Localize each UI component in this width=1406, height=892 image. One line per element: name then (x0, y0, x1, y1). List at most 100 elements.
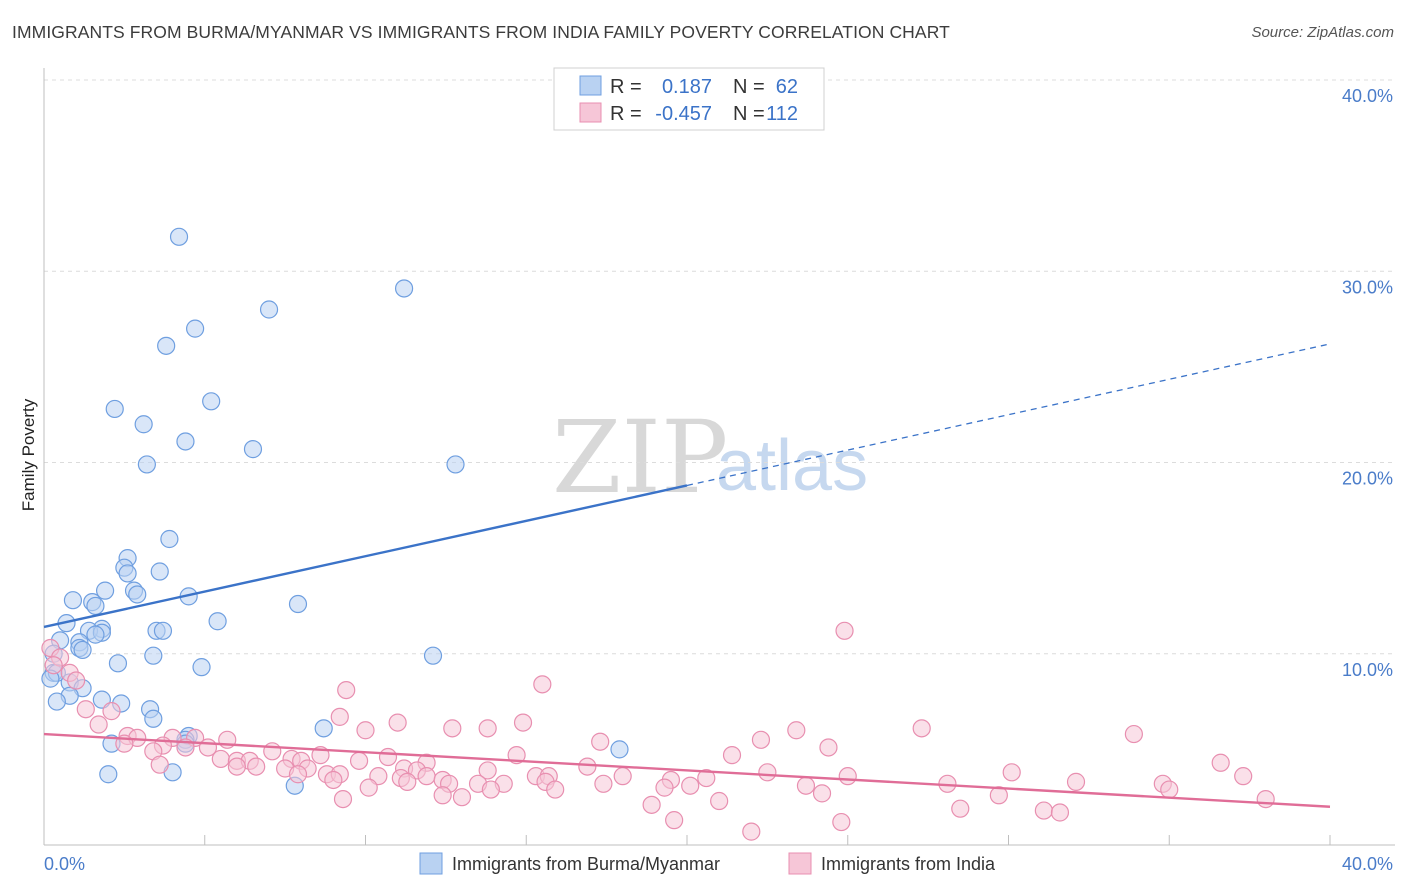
point-s1-16 (478, 719, 497, 738)
legend-n-value-burma: 62 (776, 76, 798, 98)
point-s1-98 (1256, 789, 1275, 809)
point-s1-93 (710, 791, 729, 811)
point-s1-6 (533, 675, 552, 694)
point-s0-40 (108, 654, 128, 673)
point-s1-53 (578, 757, 597, 776)
point-s0-52 (144, 709, 163, 728)
series-legend-swatch-burma (419, 852, 443, 875)
legend-r-label-burma: R = (610, 76, 642, 98)
point-s1-13 (89, 715, 108, 734)
point-s0-23 (86, 596, 105, 616)
point-s0-16 (150, 562, 169, 581)
point-s0-5 (105, 399, 124, 419)
point-s0-12 (160, 529, 179, 549)
point-s0-11 (446, 455, 465, 474)
point-s1-54 (758, 763, 777, 782)
series-legend-label-india: Immigrants from India (821, 854, 996, 874)
point-s0-4 (157, 336, 176, 355)
point-s1-97 (1050, 803, 1070, 822)
point-s1-85 (481, 780, 500, 799)
point-s1-100 (832, 812, 851, 832)
point-s0-1 (394, 279, 414, 298)
point-s1-69 (838, 767, 857, 786)
point-s1-99 (665, 811, 684, 830)
point-s1-56 (1211, 753, 1230, 772)
axes (43, 68, 1395, 846)
point-s0-19 (128, 585, 147, 604)
trend-extension-s0 (686, 343, 1331, 487)
point-s1-37 (819, 738, 838, 757)
point-s1-45 (150, 755, 169, 774)
point-s1-17 (787, 721, 806, 740)
legend-n-value-india: 112 (766, 103, 798, 125)
watermark-atlas: atlas (716, 426, 868, 506)
point-s1-52 (478, 761, 497, 780)
point-s1-92 (642, 795, 661, 814)
source-credit: Source: ZipAtlas.com (1251, 24, 1394, 41)
trend-line-s1 (43, 732, 1331, 808)
legend-r-value-india: -0.457 (655, 103, 712, 125)
point-s0-32 (153, 621, 173, 640)
series-legend-label-burma: Immigrants from Burma/Myanmar (452, 854, 720, 874)
point-s1-36 (722, 746, 742, 765)
point-s1-26 (751, 730, 771, 749)
point-s1-5 (337, 680, 356, 700)
point-s1-66 (613, 767, 632, 786)
point-s0-17 (95, 581, 115, 600)
point-s1-90 (812, 784, 832, 803)
legend-swatch-india (579, 102, 602, 123)
series-legend: Immigrants from Burma/Myanmar Immigrants… (419, 852, 996, 875)
point-s0-39 (423, 646, 443, 665)
point-s1-18 (912, 719, 931, 738)
burma-points (41, 227, 629, 795)
point-s0-3 (186, 319, 205, 338)
point-s1-34 (378, 747, 398, 767)
point-s1-94 (333, 789, 353, 809)
point-s1-101 (742, 822, 761, 841)
trend-lines (43, 343, 1331, 808)
point-s1-32 (263, 742, 282, 761)
tick-labels: 10.0% 20.0% 30.0% 40.0% 0.0% 40.0% (44, 86, 1393, 874)
x-tick-label-0: 0.0% (44, 854, 85, 874)
point-s1-43 (349, 751, 369, 770)
point-s1-91 (989, 786, 1008, 805)
point-s1-86 (546, 780, 565, 799)
point-s1-87 (655, 778, 674, 797)
point-s1-79 (796, 776, 816, 795)
point-s1-70 (1234, 767, 1253, 786)
point-s1-68 (697, 768, 716, 788)
point-s1-83 (1160, 780, 1179, 799)
watermark-zip: ZIP (552, 399, 728, 516)
point-s1-12 (513, 713, 533, 732)
point-s1-9 (102, 702, 121, 721)
point-s0-15 (118, 564, 137, 583)
point-s1-71 (324, 770, 343, 790)
point-s1-7 (835, 621, 854, 640)
point-s0-10 (137, 455, 156, 474)
point-s0-30 (86, 625, 105, 644)
point-s0-58 (610, 740, 629, 759)
y-tick-label-3: 40.0% (1342, 86, 1393, 106)
point-s1-89 (452, 788, 472, 807)
point-s0-24 (288, 594, 308, 614)
point-s1-55 (1002, 763, 1021, 782)
point-s1-77 (594, 774, 613, 793)
point-s1-19 (1124, 724, 1143, 744)
point-s0-53 (314, 719, 333, 738)
x-tick-label-1: 40.0% (1342, 854, 1393, 874)
point-s1-62 (417, 767, 436, 786)
legend-swatch-burma (579, 75, 602, 96)
y-tick-label-1: 20.0% (1342, 469, 1393, 489)
point-s1-4 (67, 671, 86, 690)
correlation-legend: R = 0.187 N = 62 R = -0.457 N = 112 (553, 67, 825, 131)
legend-r-label-india: R = (610, 103, 642, 125)
point-s1-46 (227, 757, 246, 776)
point-s0-59 (99, 765, 118, 784)
chart-title: IMMIGRANTS FROM BURMA/MYANMAR VS IMMIGRA… (12, 22, 950, 42)
y-tick-label-2: 30.0% (1342, 277, 1393, 297)
point-s0-2 (259, 300, 279, 319)
point-s1-14 (356, 721, 375, 740)
point-s1-78 (681, 776, 700, 795)
point-s0-21 (63, 591, 83, 610)
